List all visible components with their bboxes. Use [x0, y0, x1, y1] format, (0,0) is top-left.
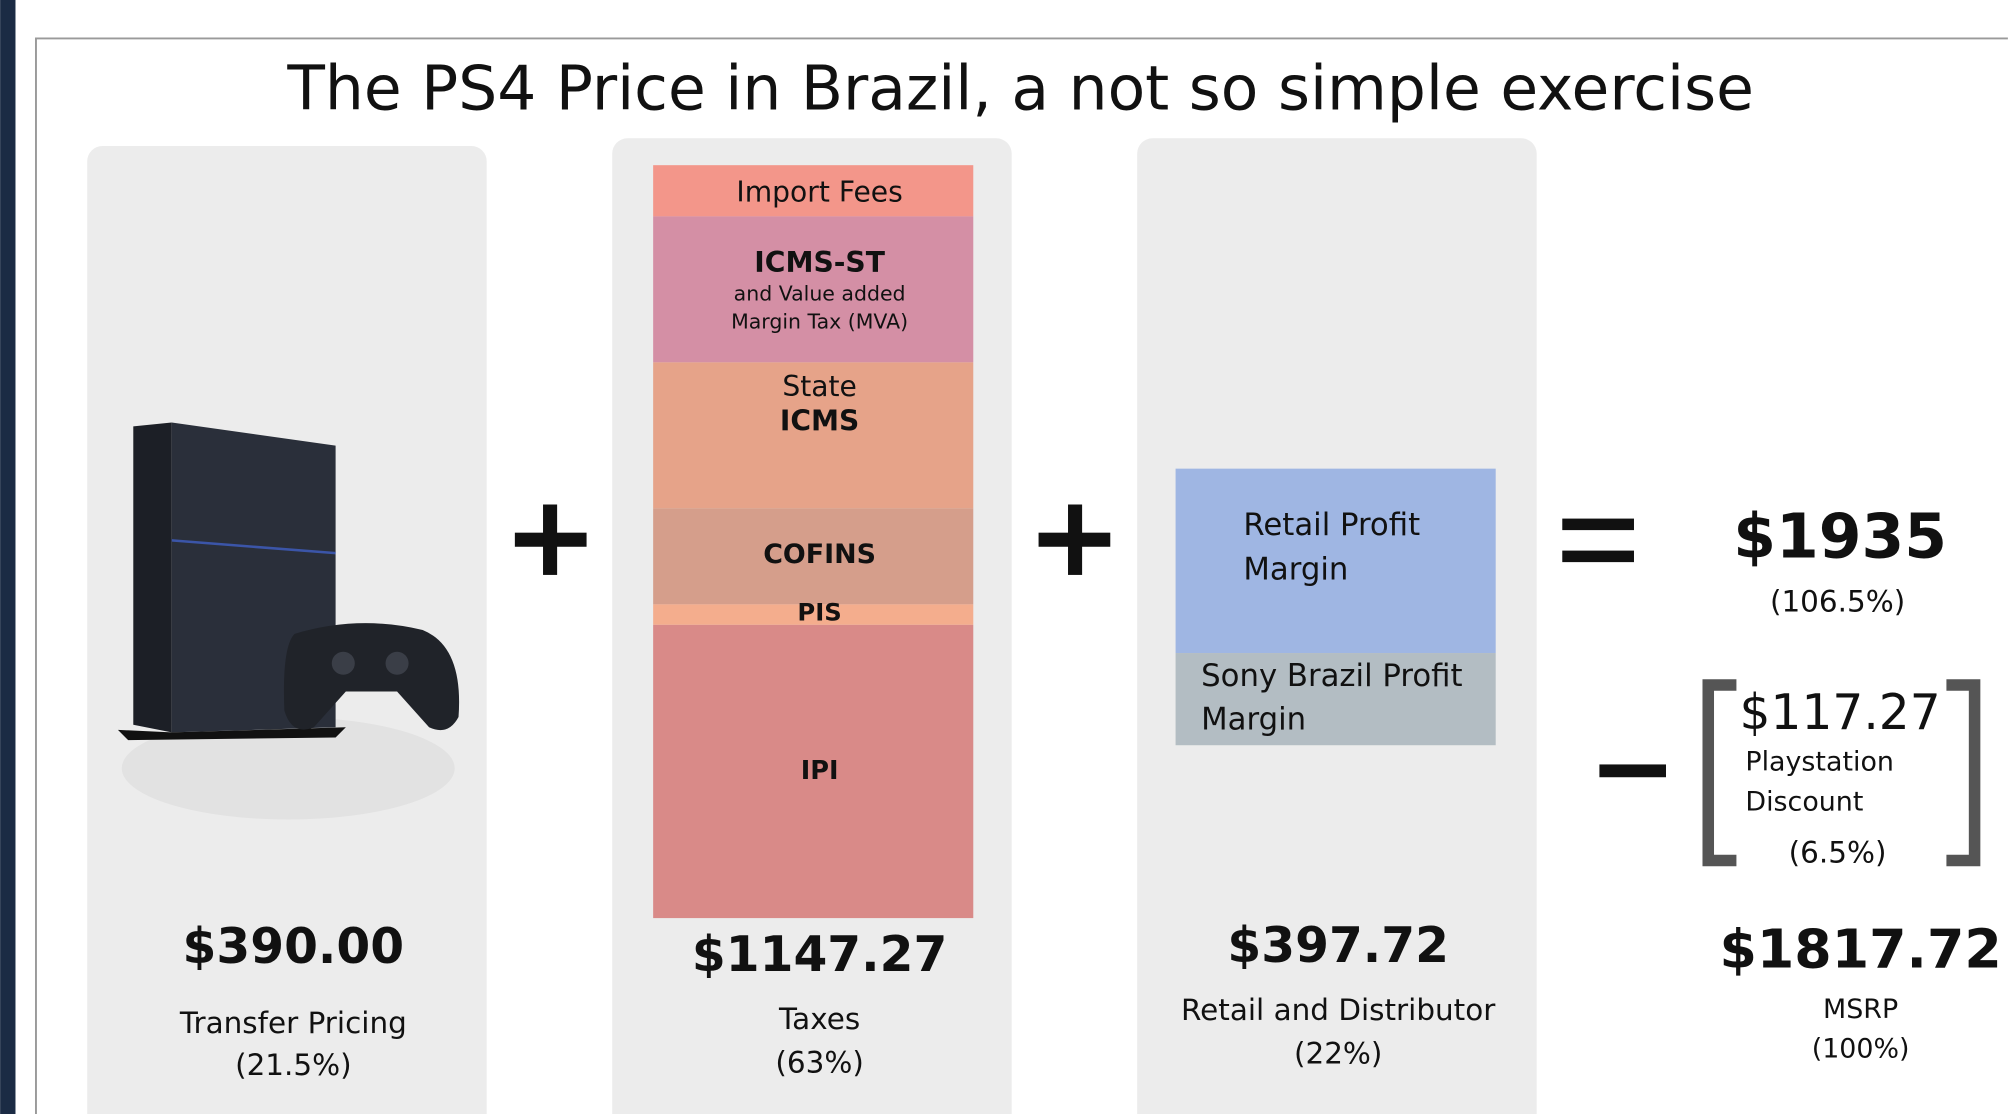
column-label: Retail and Distributor [1181, 993, 1496, 1027]
infographic: The PS4 Price in Brazil, a not so simple… [0, 0, 2008, 1114]
column-share: (22%) [1294, 1037, 1382, 1071]
tax-layer-label: ICMS [780, 405, 859, 438]
msrp-amount: $1817.72 [1719, 917, 2001, 980]
side-strip [0, 0, 15, 1114]
margin-label: Margin [1243, 552, 1348, 588]
amount: $390.00 [183, 919, 405, 975]
margin-label: Margin [1201, 701, 1306, 737]
msrp-share: (100%) [1812, 1033, 1910, 1064]
msrp-label: MSRP [1823, 994, 1898, 1025]
tax-layer-label: ICMS-ST [754, 246, 885, 279]
tax-stack: Import Fees ICMS-ST and Value added Margin … [653, 165, 973, 918]
margin-label: Sony Brazil Profit [1201, 658, 1462, 694]
column-label: Transfer Pricing [179, 1006, 407, 1040]
title: The PS4 Price in Brazil, a not so simple… [286, 53, 1754, 124]
discount-share: (6.5%) [1789, 836, 1887, 870]
tax-layer-label: IPI [801, 756, 839, 786]
column-label: Taxes [778, 1002, 860, 1036]
tax-layer-label: PIS [797, 597, 841, 626]
amount: $397.72 [1227, 918, 1449, 974]
tax-layer-label: and Value added [734, 282, 906, 306]
discount-label: Playstation [1745, 747, 1894, 778]
gross-share: (106.5%) [1770, 585, 1905, 619]
discount-label: Discount [1745, 786, 1863, 817]
tax-layer-label: State [782, 370, 857, 403]
gross-amount: $1935 [1733, 501, 1947, 572]
margin-label: Retail Profit [1243, 507, 1420, 543]
column-share: (21.5%) [235, 1048, 352, 1082]
discount-amount: $117.27 [1740, 685, 1941, 741]
column-share: (63%) [775, 1046, 863, 1080]
tax-layer-label: Margin Tax (MVA) [731, 310, 908, 334]
margin-stack: Retail Profit Margin Sony Brazil Profit Mar… [1176, 469, 1496, 746]
tax-layer-label: COFINS [763, 539, 876, 570]
amount: $1147.27 [692, 927, 947, 983]
tax-layer-label: Import Fees [736, 175, 902, 208]
